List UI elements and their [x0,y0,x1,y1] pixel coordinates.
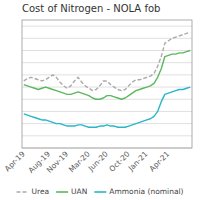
legend-label: Urea [31,187,49,196]
legend: Urea UAN Ammonia (nominal) [16,187,183,196]
grid-line [22,99,192,100]
title: Cost of Nitrogen - NOLA fob [22,3,160,14]
plot-frame [22,20,192,148]
legend-swatch [56,191,68,193]
legend-label: UAN [71,187,87,196]
series-line [24,32,190,91]
legend-label: Ammonia (nominal) [109,187,183,196]
grid-line [22,135,192,136]
grid-line [22,111,192,112]
x-tick-label: Apr-19 [3,149,27,173]
legend-swatch [94,191,106,193]
x-tick-label: Mar-20 [67,149,92,174]
x-tick-label: Jun-20 [86,149,110,173]
x-tick-label: Nov-19 [45,149,70,174]
chart: Cost of Nitrogen - NOLA fobApr-19Aug-19N… [0,0,200,200]
series-line [24,87,190,127]
plot-area [24,32,190,127]
legend-swatch [16,191,28,193]
grid-line [22,74,192,75]
grid-line [22,26,192,27]
series-line [24,50,190,99]
grid-line [22,50,192,51]
x-tick-label: Jan-21 [126,149,150,173]
grid-line [22,38,192,39]
x-tick-label: Apr-21 [147,149,171,173]
x-tick-label: Oct-20 [107,149,131,173]
grid-line [22,123,192,124]
grid-line [22,62,192,63]
